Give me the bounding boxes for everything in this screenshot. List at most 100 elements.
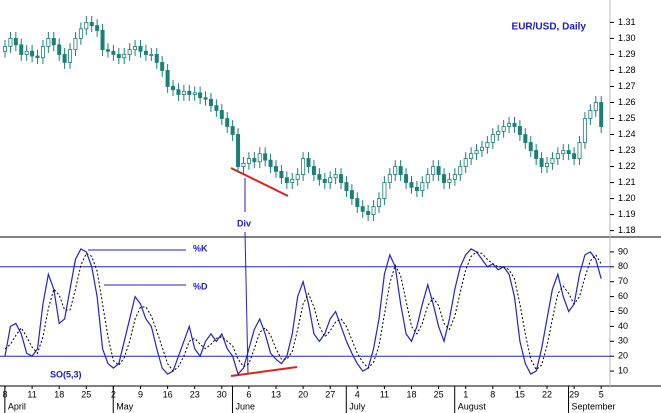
series-line — [4, 251, 602, 372]
candle-body — [387, 174, 392, 183]
candle-body — [452, 174, 457, 180]
candle-body — [279, 170, 284, 179]
candle-body — [301, 158, 306, 175]
candle-body — [122, 54, 127, 59]
candle-body — [561, 150, 566, 155]
candle-body — [339, 174, 344, 183]
x-tick-label: 20 — [298, 389, 308, 399]
x-tick-label: 16 — [163, 389, 173, 399]
x-tick-label: 6 — [246, 389, 251, 399]
x-tick-label: 9 — [138, 389, 143, 399]
candle-body — [89, 22, 94, 27]
candle-body — [273, 166, 278, 172]
candle-body — [311, 166, 316, 175]
candle-body — [290, 178, 295, 183]
candle-body — [51, 38, 56, 46]
candle-body — [73, 38, 78, 51]
candle-body — [349, 190, 354, 199]
candle-body — [490, 134, 495, 143]
y-tick-label: 70 — [618, 276, 628, 286]
candle-body — [219, 110, 224, 119]
candle-body — [355, 198, 360, 207]
candle-body — [100, 30, 105, 51]
candle-body — [62, 54, 67, 63]
candle-body — [420, 182, 425, 191]
x-tick-label: 5 — [599, 389, 604, 399]
candle-body — [24, 50, 29, 55]
candle-body — [181, 90, 186, 95]
y-tick-label: 1.30 — [618, 33, 636, 43]
candle-body — [30, 50, 35, 57]
candle-body — [13, 38, 18, 46]
candle-body — [214, 105, 219, 111]
candle-body — [198, 92, 203, 99]
divergence-line — [230, 366, 298, 377]
candle-body — [555, 153, 560, 159]
candle-body — [501, 126, 506, 132]
y-tick-label: 1.21 — [618, 177, 636, 187]
y-tick-label: 1.29 — [618, 49, 636, 59]
month-label: June — [235, 401, 255, 411]
month-label: April — [8, 401, 26, 411]
candle-body — [545, 162, 550, 167]
candle-body — [208, 98, 213, 107]
series-label: %K — [193, 243, 208, 253]
candle-body — [376, 198, 381, 207]
candle-body — [512, 122, 517, 127]
candle-body — [572, 153, 577, 159]
x-tick-label: 11 — [27, 389, 36, 399]
candle-body — [176, 89, 181, 95]
x-tick-label: 11 — [380, 389, 389, 399]
y-tick-label: 50 — [618, 306, 628, 316]
candle-body — [588, 110, 593, 119]
candle-body — [371, 206, 376, 215]
candle-body — [550, 158, 555, 164]
y-tick-label: 1.31 — [618, 17, 636, 27]
y-tick-label: 1.25 — [618, 113, 636, 123]
x-tick-label: 18 — [406, 389, 416, 399]
candle-body — [479, 146, 484, 151]
candle-body — [458, 166, 463, 175]
candle-body — [306, 158, 311, 167]
x-tick-label: 4 — [355, 389, 360, 399]
candle-body — [414, 186, 419, 191]
x-tick-label: 18 — [54, 389, 64, 399]
candle-body — [149, 54, 154, 56]
y-tick-label: 10 — [618, 365, 628, 375]
x-tick-label: 30 — [217, 389, 227, 399]
candle-body — [246, 158, 251, 164]
candle-body — [138, 46, 143, 52]
candle-body — [105, 49, 110, 52]
candle-body — [425, 174, 430, 183]
candle-body — [474, 150, 479, 155]
candle-body — [19, 44, 24, 55]
candle-body — [523, 134, 528, 143]
candle-body — [160, 62, 165, 71]
candle-body — [485, 142, 490, 148]
x-tick-label: 25 — [434, 389, 444, 399]
candle-body — [577, 142, 582, 159]
candle-body — [203, 97, 208, 100]
month-label: September — [572, 401, 616, 411]
y-tick-label: 20 — [618, 351, 628, 361]
month-label: August — [458, 401, 487, 411]
y-tick-label: 80 — [618, 261, 628, 271]
series-label: %D — [193, 281, 208, 291]
candle-body — [143, 50, 148, 55]
x-tick-label: 8 — [490, 389, 495, 399]
candle-body — [442, 174, 447, 183]
candle-body — [566, 150, 571, 155]
candle-body — [593, 102, 598, 111]
y-tick-label: 1.20 — [618, 193, 636, 203]
x-tick-label: 29 — [569, 389, 579, 399]
x-tick-label: 27 — [325, 389, 335, 399]
candle-body — [507, 122, 512, 127]
candle-body — [528, 142, 533, 151]
x-tick-label: 13 — [271, 389, 281, 399]
div-pointer — [244, 231, 249, 375]
y-tick-label: 1.28 — [618, 65, 636, 75]
candle-body — [263, 153, 268, 161]
x-tick-label: 1 — [463, 389, 468, 399]
candle-body — [8, 38, 13, 47]
candle-body — [517, 126, 522, 135]
